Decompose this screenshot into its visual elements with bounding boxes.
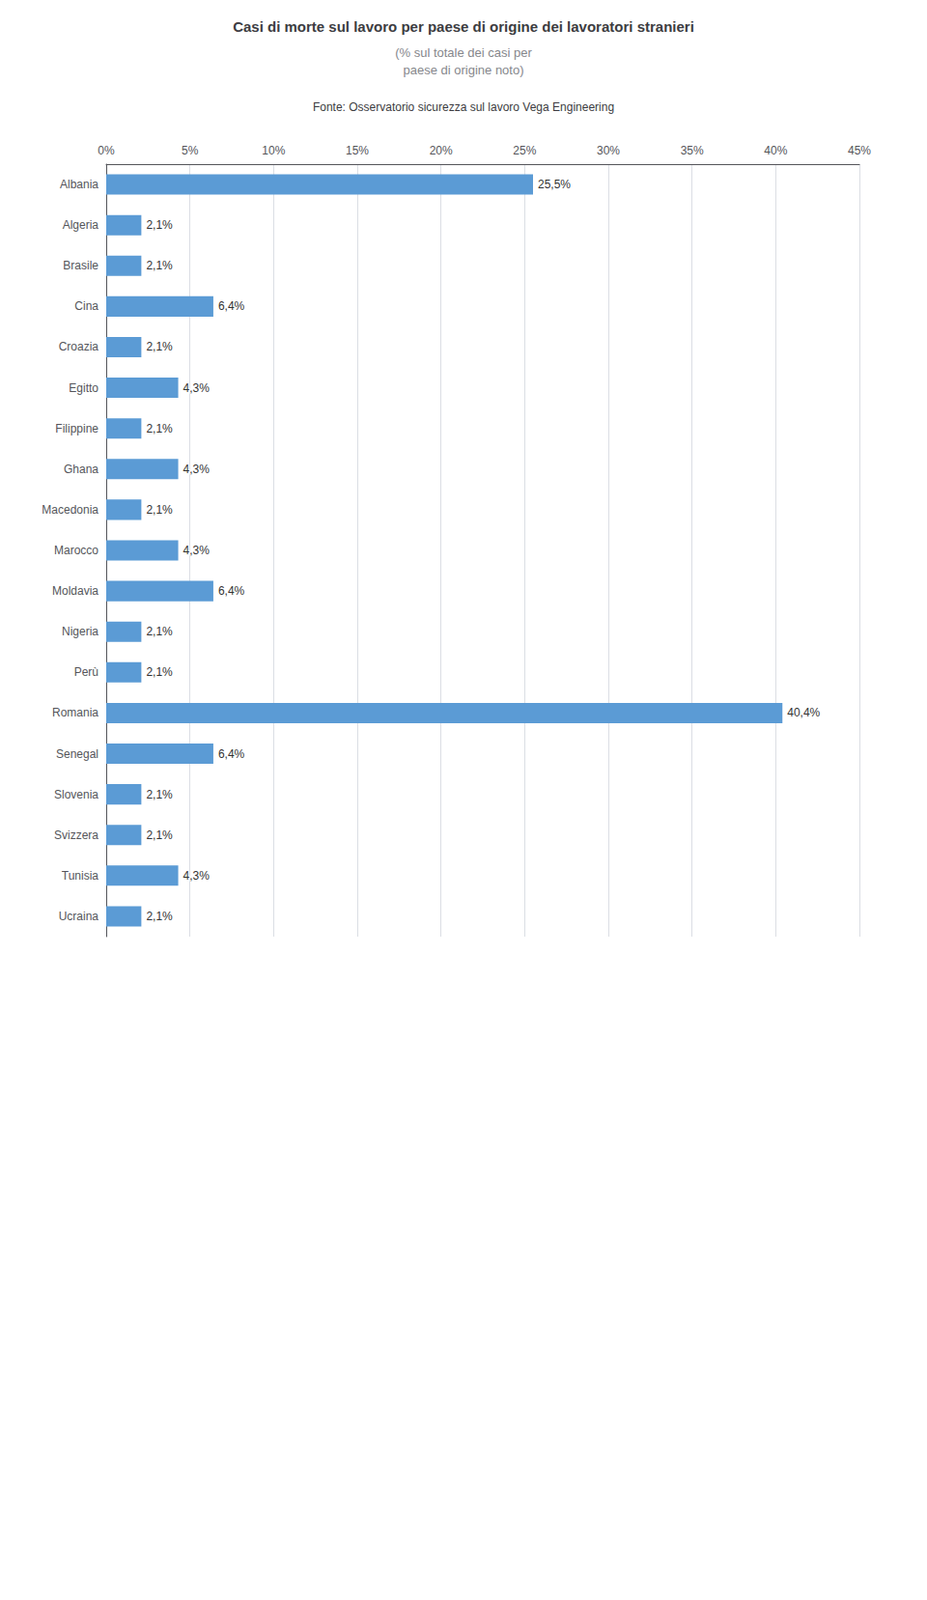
svg-text:0%: 0% [97,143,115,158]
svg-text:25,5%: 25,5% [537,177,571,192]
svg-text:2,1%: 2,1% [145,503,173,517]
svg-text:20%: 20% [429,143,453,158]
svg-text:Casi di morte sul lavoro per p: Casi di morte sul lavoro per paese di or… [232,18,695,35]
svg-text:6,4%: 6,4% [218,747,246,761]
svg-text:30%: 30% [596,143,620,158]
svg-text:40%: 40% [763,143,787,158]
svg-text:4,3%: 4,3% [183,543,211,558]
svg-text:45%: 45% [847,143,871,158]
svg-text:Ghana: Ghana [63,462,99,477]
svg-text:Nigeria: Nigeria [61,624,99,639]
svg-text:2,1%: 2,1% [145,339,173,354]
svg-text:Macedonia: Macedonia [41,503,99,517]
svg-text:10%: 10% [261,143,285,158]
svg-text:2,1%: 2,1% [145,421,173,436]
svg-text:2,1%: 2,1% [145,787,173,802]
svg-text:Marocco: Marocco [54,543,99,558]
svg-text:Romania: Romania [52,705,99,720]
svg-text:Brasile: Brasile [62,258,99,273]
svg-text:2,1%: 2,1% [145,828,173,843]
svg-text:paese di origine noto): paese di origine noto) [402,62,524,78]
svg-text:25%: 25% [512,143,536,158]
svg-text:Senegal: Senegal [56,747,99,761]
svg-text:Egitto: Egitto [68,381,99,395]
svg-text:2,1%: 2,1% [145,218,173,232]
svg-text:35%: 35% [680,143,704,158]
svg-text:Filippine: Filippine [55,421,99,436]
svg-text:Ucraina: Ucraina [58,909,100,924]
svg-text:Fonte: Osservatorio sicurezza: Fonte: Osservatorio sicurezza sul lavoro… [312,100,615,114]
svg-text:Svizzera: Svizzera [54,828,99,843]
svg-text:Albania: Albania [59,177,99,192]
svg-text:Cina: Cina [74,299,99,313]
svg-text:2,1%: 2,1% [145,258,173,273]
svg-text:Algeria: Algeria [62,218,100,232]
svg-text:Croazia: Croazia [58,339,100,354]
svg-text:Moldavia: Moldavia [52,584,99,598]
svg-text:Slovenia: Slovenia [54,787,99,802]
svg-text:(% sul totale dei casi per: (% sul totale dei casi per [394,45,533,60]
svg-text:6,4%: 6,4% [218,584,246,598]
svg-text:4,3%: 4,3% [183,462,211,477]
svg-text:4,3%: 4,3% [183,869,211,883]
svg-text:2,1%: 2,1% [145,624,173,639]
svg-text:Tunisia: Tunisia [61,869,100,883]
svg-text:15%: 15% [345,143,369,158]
svg-text:4,3%: 4,3% [183,381,211,395]
svg-text:6,4%: 6,4% [218,299,246,313]
svg-text:2,1%: 2,1% [145,909,173,924]
svg-text:2,1%: 2,1% [145,665,173,679]
svg-text:40,4%: 40,4% [786,705,820,720]
svg-text:5%: 5% [181,143,199,158]
svg-text:Perù: Perù [74,665,99,679]
